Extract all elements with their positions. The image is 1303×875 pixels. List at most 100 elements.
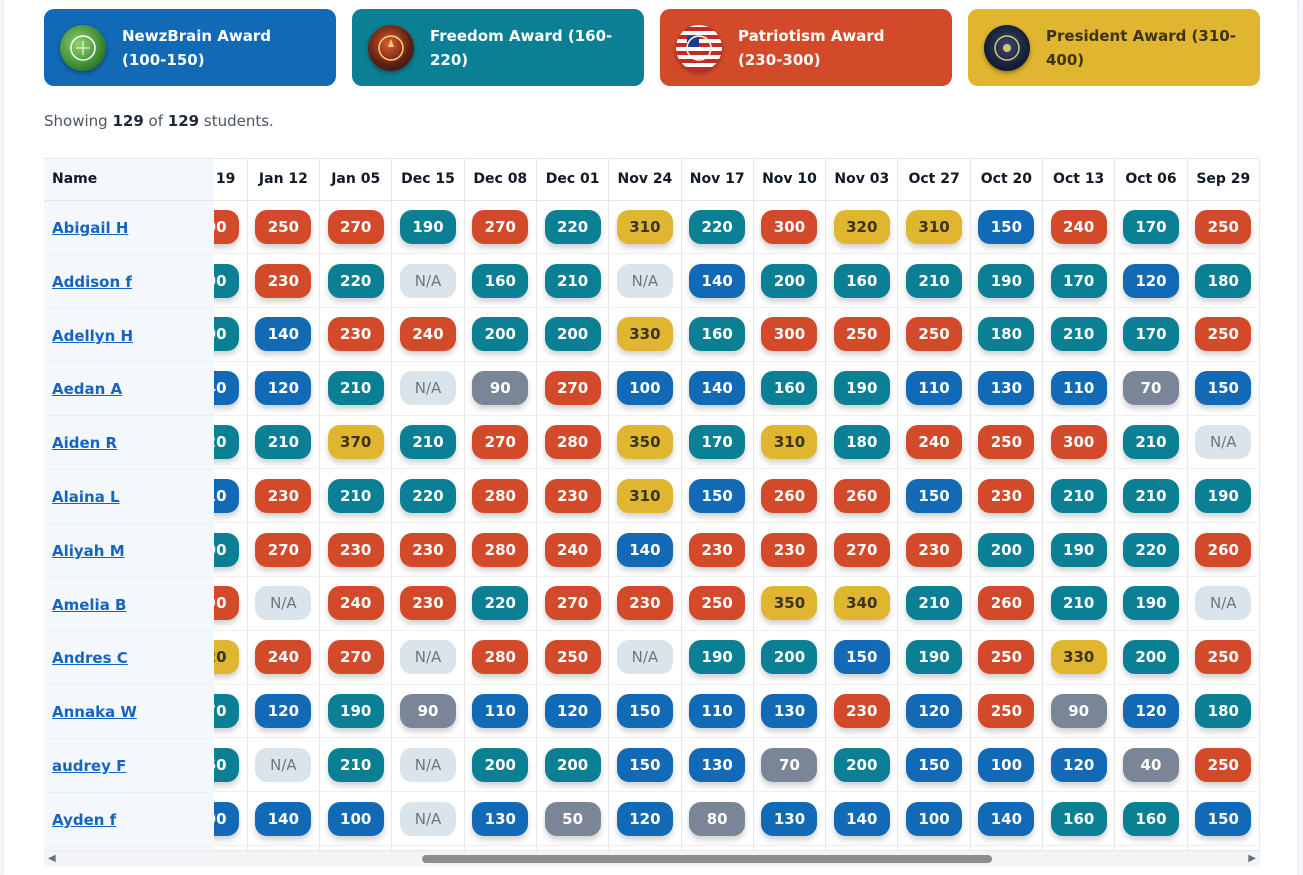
score-pill[interactable]: 150 xyxy=(689,478,746,513)
score-pill[interactable]: 250 xyxy=(1195,640,1252,675)
score-pill[interactable]: 120 xyxy=(544,694,601,729)
score-pill[interactable]: 120 xyxy=(906,694,963,729)
score-pill[interactable]: 230 xyxy=(255,478,312,513)
score-pill[interactable]: 170 xyxy=(1122,209,1179,244)
score-pill[interactable]: 370 xyxy=(327,425,384,460)
score-pill[interactable]: 230 xyxy=(761,532,818,567)
score-pill[interactable]: 230 xyxy=(544,478,601,513)
score-pill[interactable]: 320 xyxy=(833,209,890,244)
score-pill[interactable]: 190 xyxy=(327,694,384,729)
score-pill[interactable]: 180 xyxy=(833,425,890,460)
score-pill[interactable]: 270 xyxy=(472,425,529,460)
student-name-link[interactable]: Aiden R xyxy=(52,434,118,453)
score-pill[interactable]: 140 xyxy=(978,801,1035,836)
score-pill[interactable]: N/A xyxy=(255,747,312,782)
score-pill[interactable]: 150 xyxy=(1195,801,1252,836)
score-pill[interactable]: 190 xyxy=(689,640,746,675)
score-pill[interactable]: 210 xyxy=(255,425,312,460)
score-pill[interactable]: 200 xyxy=(978,532,1035,567)
score-pill[interactable]: 200 xyxy=(214,263,239,298)
score-pill[interactable]: 100 xyxy=(214,801,239,836)
score-pill[interactable]: 200 xyxy=(761,263,818,298)
score-pill[interactable]: 90 xyxy=(400,694,456,729)
score-pill[interactable]: 70 xyxy=(1122,371,1179,406)
score-pill[interactable]: 210 xyxy=(327,371,384,406)
score-pill[interactable]: 210 xyxy=(1122,478,1179,513)
score-pill[interactable]: 160 xyxy=(689,317,746,352)
score-pill[interactable]: 320 xyxy=(214,640,239,675)
score-pill[interactable]: 250 xyxy=(978,694,1035,729)
score-pill[interactable]: 330 xyxy=(1050,640,1107,675)
score-pill[interactable]: 230 xyxy=(255,263,312,298)
score-pill[interactable]: 250 xyxy=(1195,209,1252,244)
score-pill[interactable]: 230 xyxy=(978,478,1035,513)
score-pill[interactable]: N/A xyxy=(1195,425,1252,460)
score-pill[interactable]: 210 xyxy=(906,586,963,621)
student-name-link[interactable]: Alaina L xyxy=(52,487,120,506)
scroll-left-arrow-icon[interactable]: ◀ xyxy=(48,853,56,864)
score-pill[interactable]: 120 xyxy=(255,694,312,729)
score-pill[interactable]: 250 xyxy=(1195,317,1252,352)
score-pill[interactable]: 230 xyxy=(400,586,456,621)
score-pill[interactable]: 210 xyxy=(400,425,456,460)
score-pill[interactable]: 140 xyxy=(689,263,746,298)
score-pill[interactable]: 150 xyxy=(616,694,673,729)
score-pill[interactable]: 140 xyxy=(255,317,312,352)
score-pill[interactable]: 240 xyxy=(400,317,456,352)
score-pill[interactable]: 230 xyxy=(906,532,963,567)
score-pill[interactable]: 240 xyxy=(327,586,384,621)
student-name-link[interactable]: Aedan A xyxy=(52,380,123,399)
score-pill[interactable]: 210 xyxy=(1050,317,1107,352)
score-pill[interactable]: 200 xyxy=(761,640,818,675)
score-pill[interactable]: 210 xyxy=(1050,478,1107,513)
score-pill[interactable]: 260 xyxy=(833,478,890,513)
award-patriotism[interactable]: Patriotism Award (230-300) xyxy=(660,9,952,86)
score-pill[interactable]: 190 xyxy=(1122,586,1179,621)
score-pill[interactable]: 140 xyxy=(214,371,239,406)
score-pill[interactable]: 210 xyxy=(327,747,384,782)
score-pill[interactable]: 220 xyxy=(400,478,456,513)
score-pill[interactable]: 130 xyxy=(761,694,818,729)
score-pill[interactable]: 230 xyxy=(616,586,673,621)
score-pill[interactable]: 80 xyxy=(689,801,746,836)
score-pill[interactable]: 300 xyxy=(761,317,818,352)
score-pill[interactable]: 270 xyxy=(327,640,384,675)
score-pill[interactable]: 180 xyxy=(1195,694,1252,729)
score-pill[interactable]: 230 xyxy=(327,317,384,352)
student-name-link[interactable]: Amelia B xyxy=(52,595,127,614)
score-pill[interactable]: 300 xyxy=(761,209,818,244)
score-pill[interactable]: 210 xyxy=(327,478,384,513)
score-pill[interactable]: 220 xyxy=(689,209,746,244)
score-pill[interactable]: 100 xyxy=(327,801,384,836)
score-pill[interactable]: 90 xyxy=(472,371,529,406)
score-pill[interactable]: 140 xyxy=(689,371,746,406)
score-pill[interactable]: 180 xyxy=(1195,263,1252,298)
score-pill[interactable]: 310 xyxy=(616,209,673,244)
score-pill[interactable]: 170 xyxy=(1122,317,1179,352)
score-pill[interactable]: 200 xyxy=(544,317,601,352)
score-pill[interactable]: 190 xyxy=(833,371,890,406)
score-pill[interactable]: 160 xyxy=(1050,801,1107,836)
score-pill[interactable]: 240 xyxy=(1050,209,1107,244)
score-pill[interactable]: N/A xyxy=(400,640,456,675)
score-pill[interactable]: 290 xyxy=(214,586,239,621)
score-pill[interactable]: N/A xyxy=(400,801,456,836)
score-pill[interactable]: 250 xyxy=(689,586,746,621)
score-pill[interactable]: 250 xyxy=(978,425,1035,460)
score-pill[interactable]: 150 xyxy=(978,209,1035,244)
score-pill[interactable]: 210 xyxy=(906,263,963,298)
score-pill[interactable]: 230 xyxy=(833,694,890,729)
score-pill[interactable]: 260 xyxy=(978,586,1035,621)
score-pill[interactable]: 150 xyxy=(906,478,963,513)
score-pill[interactable]: 160 xyxy=(1122,801,1179,836)
score-pill[interactable]: 210 xyxy=(544,263,601,298)
score-pill[interactable]: N/A xyxy=(400,371,456,406)
score-pill[interactable]: 110 xyxy=(214,478,239,513)
score-pill[interactable]: 110 xyxy=(1050,371,1107,406)
score-pill[interactable]: 160 xyxy=(761,371,818,406)
score-pill[interactable]: 100 xyxy=(906,801,963,836)
score-pill[interactable]: N/A xyxy=(400,747,456,782)
student-name-link[interactable]: Andres C xyxy=(52,649,128,668)
score-pill[interactable]: N/A xyxy=(400,263,456,298)
